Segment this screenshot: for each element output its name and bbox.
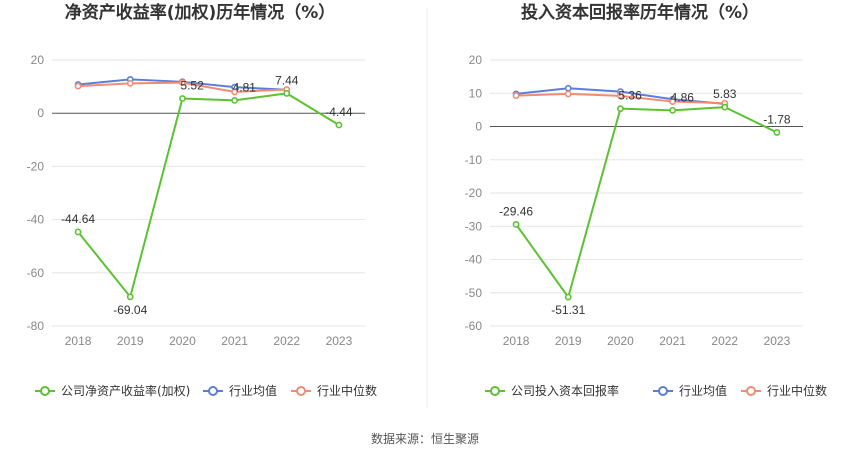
data-point-company (179, 95, 186, 102)
y-tick-label: 20 (469, 53, 483, 67)
legend-item-industry_avg: 行业均值 (203, 383, 277, 398)
x-tick-label: 2023 (764, 334, 791, 348)
data-point-company (126, 293, 134, 301)
data-point-industry_median (617, 92, 624, 100)
data-point-company (512, 221, 520, 228)
data-point-company (773, 129, 781, 136)
data-point-company (231, 97, 238, 104)
y-tick-label: 0 (37, 106, 44, 120)
data-point-industry_median (669, 98, 676, 105)
legend-marker (658, 386, 668, 396)
data-point-company (617, 105, 624, 113)
x-tick-label: 2019 (555, 334, 582, 348)
legend-item-company: 公司投入资本回报率 (485, 383, 619, 398)
legend-marker (746, 386, 756, 396)
data-point-company (564, 293, 572, 301)
data-point-industry_median (564, 90, 572, 98)
x-tick-label: 2020 (169, 334, 196, 348)
data-point-industry_avg (564, 84, 572, 92)
legend-item-industry_avg: 行业均值 (653, 383, 727, 398)
data-label: -51.31 (551, 303, 585, 317)
series-line-company (515, 106, 778, 299)
legend-marker (40, 386, 50, 396)
x-tick-label: 2020 (607, 334, 634, 348)
data-label: 5.36 (618, 89, 642, 103)
y-tick-label: -30 (465, 219, 483, 233)
data-label: 5.52 (180, 79, 204, 93)
chart-panel-1: 净资产收益率(加权)历年情况（%） 20 0 -20 -40 -60 -80 2018 2019… (27, 2, 377, 398)
data-point-industry_median (179, 79, 186, 87)
y-tick-label: -60 (27, 266, 45, 280)
data-label: 7.44 (275, 73, 299, 87)
x-tick-label: 2023 (326, 334, 353, 348)
data-label: -4.44 (325, 105, 353, 119)
chart-title: 投入资本回报率历年情况（%） (521, 2, 759, 23)
x-tick-label: 2019 (117, 334, 144, 348)
data-point-company (669, 106, 676, 114)
data-point-industry_median (126, 80, 134, 87)
data-point-company (335, 121, 343, 129)
x-tick-label: 2018 (503, 334, 530, 348)
legend-label: 行业中位数 (767, 383, 827, 398)
chart-panel-2: 投入资本回报率历年情况（%） 20 10 0 -10 -20 -30 -40 -50 -60 201… (465, 2, 827, 398)
legend-marker (490, 386, 500, 396)
legend-marker (208, 386, 218, 396)
data-label: 4.86 (671, 90, 695, 104)
legend-label: 行业均值 (229, 383, 277, 398)
y-tick-label: -50 (465, 286, 483, 300)
data-label: -1.78 (763, 112, 791, 126)
y-tick-label: 20 (31, 53, 45, 67)
y-tick-label: -20 (465, 186, 483, 200)
legend-item-industry_median: 行业中位数 (291, 383, 377, 398)
legend-label: 公司净资产收益率(加权) (61, 383, 190, 398)
y-tick-label: -80 (27, 319, 45, 333)
y-tick-label: -40 (27, 213, 45, 227)
y-tick-label: -10 (465, 153, 483, 167)
data-label: -29.46 (499, 204, 533, 218)
data-label: 4.81 (233, 80, 257, 94)
x-tick-label: 2018 (65, 334, 92, 348)
y-tick-label: 0 (475, 120, 482, 134)
x-tick-label: 2022 (711, 334, 738, 348)
data-point-company (74, 228, 82, 236)
legend-label: 行业中位数 (317, 383, 377, 398)
y-tick-label: -40 (465, 253, 483, 267)
data-point-industry_median (512, 92, 520, 99)
x-tick-label: 2021 (221, 334, 248, 348)
series-line-company (77, 92, 340, 298)
legend-marker (296, 386, 306, 396)
legend-item-company: 公司净资产收益率(加权) (35, 383, 190, 398)
x-tick-label: 2021 (659, 334, 686, 348)
legend-item-industry_median: 行业中位数 (741, 383, 827, 398)
data-label: -69.04 (113, 303, 147, 317)
legend-label: 公司投入资本回报率 (511, 383, 619, 398)
y-tick-label: 10 (469, 86, 483, 100)
y-tick-label: -60 (465, 319, 483, 333)
data-label: 5.83 (713, 87, 737, 101)
data-point-industry_median (74, 82, 82, 90)
chart-title: 净资产收益率(加权)历年情况（%） (65, 2, 336, 23)
data-point-company (721, 103, 729, 111)
legend-label: 行业均值 (679, 383, 727, 398)
y-tick-label: -20 (27, 159, 45, 173)
data-label: -44.64 (61, 212, 95, 226)
x-tick-label: 2022 (273, 334, 300, 348)
data-point-company (283, 90, 291, 97)
data-source-note: 数据来源：恒生聚源 (370, 432, 479, 446)
data-point-industry_median (231, 88, 238, 96)
